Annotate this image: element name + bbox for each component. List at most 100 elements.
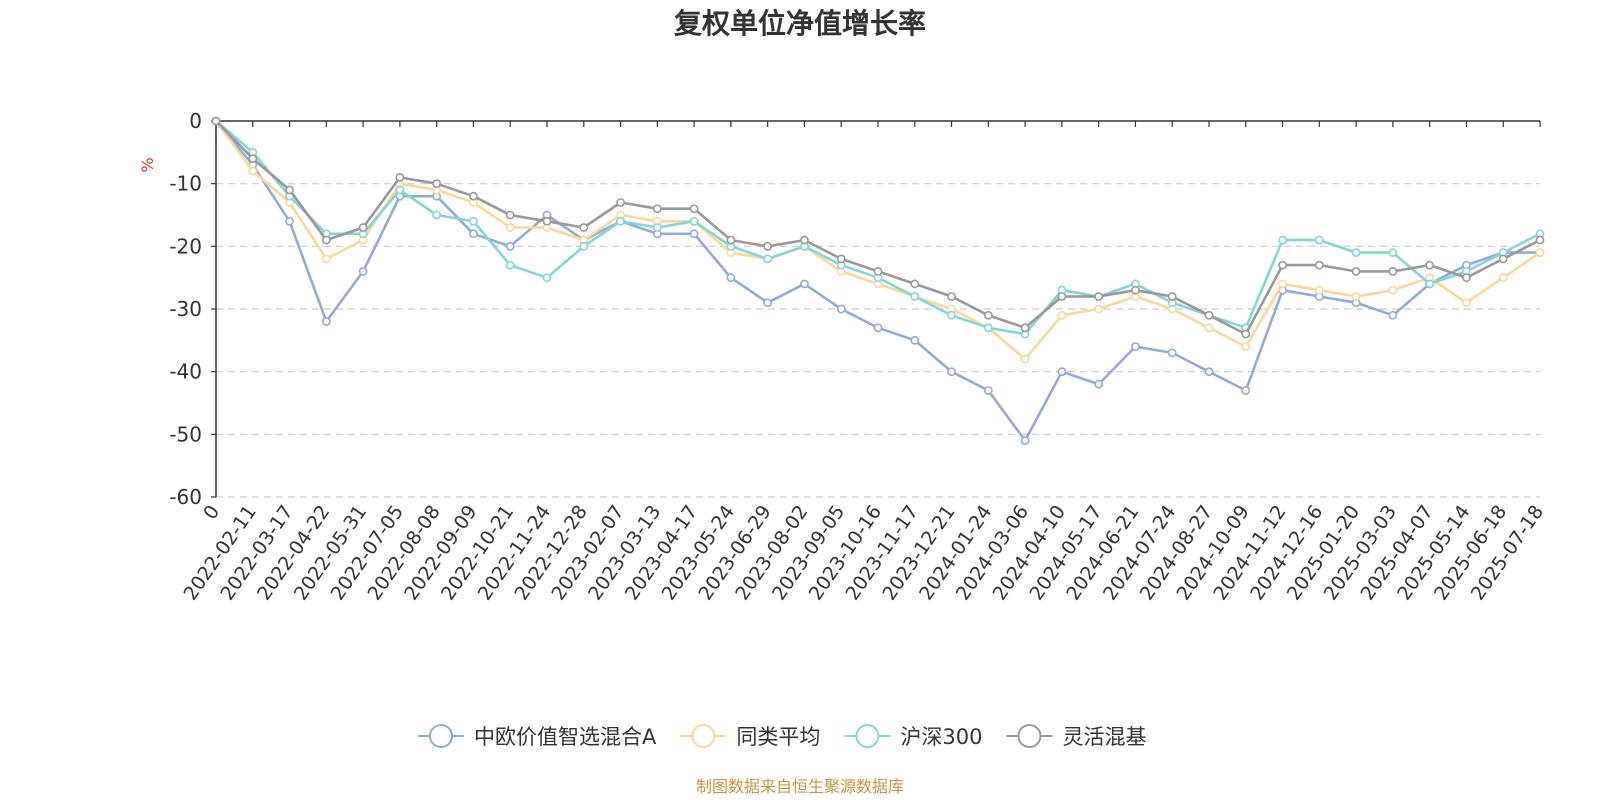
data-point: [1204, 310, 1214, 320]
series-line: [215, 120, 1541, 336]
data-point: [1351, 248, 1361, 257]
data-point: [1020, 354, 1030, 364]
series-lines: [211, 116, 1545, 445]
data-point: [910, 279, 920, 289]
data-point: [726, 273, 736, 283]
x-axis-ticks: 02022-02-112022-03-172022-04-222022-05-3…: [180, 501, 1549, 604]
data-point: [800, 235, 809, 245]
data-point: [1094, 292, 1104, 301]
data-point: [947, 292, 956, 301]
y-tick-label: -10: [169, 172, 202, 196]
data-point: [505, 210, 515, 220]
data-point: [432, 210, 442, 220]
data-point: [947, 367, 956, 377]
data-point: [689, 229, 699, 239]
legend-label: 沪深300: [900, 725, 982, 749]
data-point: [836, 254, 846, 264]
legend-label: 灵活混基: [1062, 725, 1146, 749]
data-point: [505, 241, 515, 251]
y-tick-label: -30: [169, 297, 202, 321]
data-point: [1388, 248, 1398, 257]
data-point: [763, 254, 773, 264]
data-point: [947, 310, 956, 320]
data-point: [1094, 304, 1104, 314]
data-point: [1167, 292, 1177, 301]
data-point: [1462, 298, 1471, 308]
data-point: [1535, 248, 1545, 257]
data-point: [542, 216, 552, 226]
data-point: [616, 198, 625, 207]
data-point: [1020, 323, 1030, 333]
data-point: [1351, 266, 1361, 276]
data-point: [1314, 285, 1324, 295]
data-point: [395, 172, 405, 182]
legend-marker: [429, 724, 453, 748]
data-point: [983, 323, 993, 333]
data-point: [469, 191, 478, 201]
series-line: [214, 120, 1541, 361]
data-point: [1057, 310, 1067, 320]
data-point: [1278, 260, 1287, 270]
series-4: [211, 116, 1545, 339]
data-point: [873, 266, 883, 276]
data-point: [652, 204, 662, 214]
data-point: [1535, 235, 1545, 245]
data-point: [800, 279, 809, 289]
legend-item: 灵活混基: [1006, 724, 1146, 749]
data-point: [432, 179, 442, 189]
legend-marker: [1017, 724, 1042, 748]
data-point: [983, 310, 993, 320]
grid-lines: [216, 183, 1540, 498]
data-point: [1278, 235, 1287, 245]
data-point: [505, 223, 515, 232]
legend-item: 同类平均: [680, 724, 820, 749]
data-point: [321, 235, 331, 245]
legend-marker: [855, 724, 880, 748]
data-point: [983, 386, 993, 395]
data-point: [652, 223, 662, 232]
data-point: [1498, 254, 1508, 264]
data-point: [689, 216, 699, 226]
legend-marker: [691, 724, 716, 748]
data-point: [1462, 273, 1471, 283]
legend-label: 同类平均: [736, 725, 820, 749]
data-point: [1314, 235, 1324, 245]
data-point: [1425, 279, 1435, 289]
data-point: [469, 229, 478, 239]
data-point: [579, 223, 589, 232]
data-point: [1131, 342, 1140, 351]
legend-label: 中欧价值智选混合A: [474, 725, 657, 749]
data-point: [910, 292, 920, 301]
data-point: [285, 216, 294, 226]
data-point: [579, 241, 589, 251]
data-point: [211, 116, 221, 126]
data-point: [285, 185, 294, 195]
data-point: [1057, 367, 1067, 377]
legend-item: 中欧价值智选混合A: [418, 724, 657, 749]
data-point: [1388, 285, 1398, 295]
data-point: [1388, 310, 1398, 320]
data-point: [1204, 323, 1214, 333]
data-point: [1204, 367, 1214, 377]
data-point: [689, 204, 699, 214]
y-tick-label: 0: [189, 109, 202, 133]
data-point: [836, 304, 846, 314]
data-point: [1057, 292, 1067, 301]
data-point: [1278, 279, 1287, 289]
data-point: [1498, 273, 1508, 283]
data-point: [910, 335, 920, 345]
data-point: [505, 260, 515, 270]
data-point: [763, 298, 773, 308]
data-point: [1020, 436, 1030, 445]
data-point: [321, 317, 331, 326]
y-tick-label: -60: [169, 485, 202, 509]
y-tick-label: -50: [169, 422, 202, 446]
source-note: 制图数据来自恒生聚源数据库: [696, 777, 904, 796]
data-point: [542, 273, 552, 283]
data-point: [1241, 386, 1251, 395]
data-point: [358, 266, 368, 276]
data-point: [1351, 292, 1361, 301]
data-point: [763, 241, 773, 251]
data-point: [1425, 260, 1435, 270]
